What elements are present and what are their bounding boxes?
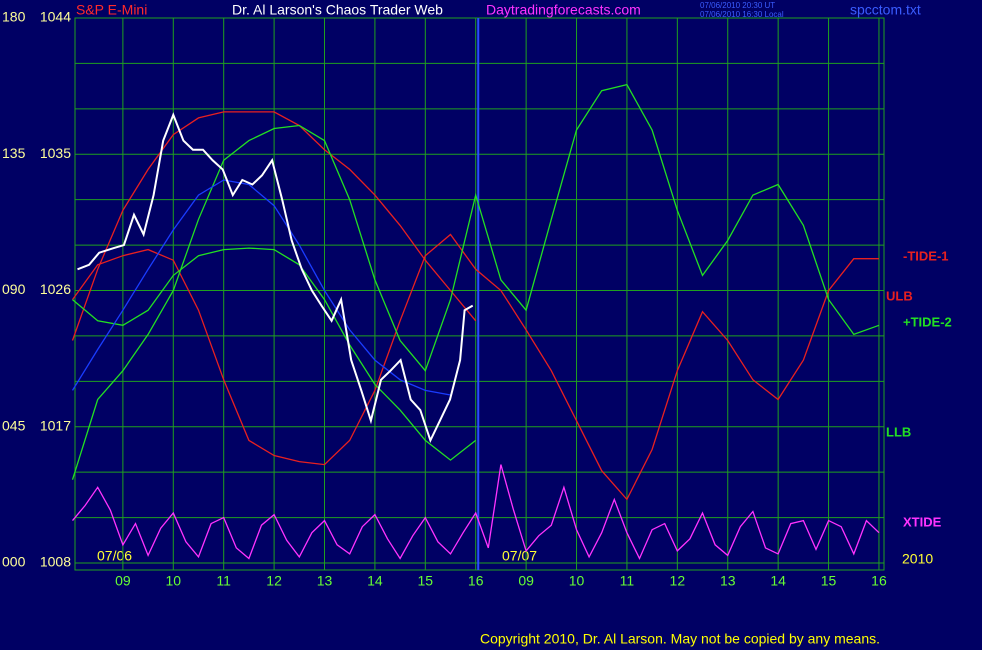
- series-label: -TIDE-1: [903, 248, 949, 263]
- series-label: +TIDE-2: [903, 314, 952, 329]
- series-line: [71, 111, 477, 341]
- x-tick-label: 15: [821, 573, 837, 589]
- series-line: [71, 83, 880, 480]
- series-line: [72, 247, 477, 461]
- site: Daytradingforecasts.com: [486, 2, 641, 18]
- x-tick-label: 13: [317, 573, 333, 589]
- date-label: 07/06: [97, 548, 132, 564]
- plot-frame: [74, 17, 885, 571]
- x-tick-label: 12: [670, 573, 686, 589]
- timestamp: 07/06/2010 20:30 UT: [700, 1, 775, 10]
- series-line: [77, 112, 474, 444]
- x-tick-label: 09: [518, 573, 534, 589]
- date-label: 2010: [902, 551, 933, 567]
- x-tick-label: 16: [871, 573, 887, 589]
- copyright: Copyright 2010, Dr. Al Larson. May not b…: [480, 631, 880, 647]
- x-tick-label: 14: [367, 573, 383, 589]
- x-tick-label: 11: [620, 573, 635, 589]
- x-tick-label: 10: [166, 573, 182, 589]
- x-tick-label: 09: [115, 573, 131, 589]
- series-label: ULB: [886, 288, 913, 303]
- date-label: 07/07: [502, 548, 537, 564]
- y-tick-label: 1035: [40, 145, 71, 161]
- y2-tick-label: 000: [2, 554, 26, 570]
- x-tick-label: 10: [569, 573, 585, 589]
- y-tick-label: 1026: [40, 281, 71, 297]
- y-tick-label: 1017: [40, 417, 71, 433]
- x-tick-label: 15: [418, 573, 434, 589]
- series-line: [72, 464, 880, 561]
- series-line: [71, 179, 451, 396]
- y2-tick-label: 135: [2, 145, 26, 161]
- symbol: S&P E-Mini: [76, 2, 147, 18]
- series-line: [71, 233, 879, 501]
- y2-tick-label: 090: [2, 281, 26, 297]
- y-tick-label: 1044: [40, 9, 71, 25]
- x-tick-label: 16: [468, 573, 484, 589]
- timestamp: 07/06/2010 16:30 Local: [700, 10, 784, 19]
- x-tick-label: 11: [216, 573, 231, 589]
- y-tick-label: 1008: [40, 554, 71, 570]
- y2-tick-label: 045: [2, 417, 26, 433]
- filename: spcctom.txt: [850, 2, 921, 18]
- series-label: XTIDE: [903, 514, 942, 529]
- x-tick-label: 14: [770, 573, 786, 589]
- chart-title: Dr. Al Larson's Chaos Trader Web: [232, 2, 443, 18]
- x-tick-label: 12: [266, 573, 282, 589]
- series-label: LLB: [886, 424, 911, 439]
- y2-tick-label: 180: [2, 9, 26, 25]
- x-tick-label: 13: [720, 573, 736, 589]
